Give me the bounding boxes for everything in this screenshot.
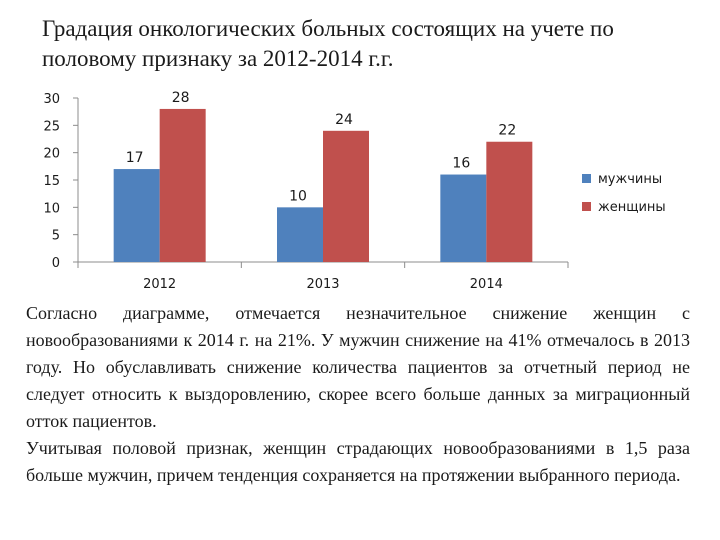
data-label: 17 [126, 150, 144, 166]
x-tick-label: 2013 [306, 277, 339, 292]
legend-swatch [582, 174, 591, 183]
legend-swatch [582, 202, 591, 211]
description-text: Согласно диаграмме, отмечается незначите… [26, 300, 690, 489]
bar [323, 130, 369, 262]
y-tick-label: 10 [43, 201, 60, 216]
paragraph-1: Согласно диаграмме, отмечается незначите… [26, 303, 690, 431]
x-tick-label: 2012 [143, 277, 176, 292]
paragraph-2: Учитывая половой признак, женщин страдаю… [26, 438, 690, 485]
y-tick-label: 15 [43, 174, 60, 189]
x-tick-label: 2014 [470, 277, 503, 292]
page-title: Градация онкологических больных состоящи… [42, 16, 614, 71]
legend-label: мужчины [598, 172, 662, 187]
bar [486, 141, 533, 262]
data-label: 28 [172, 90, 190, 106]
data-label: 22 [498, 123, 516, 139]
data-label: 16 [452, 156, 470, 172]
y-tick-label: 5 [52, 229, 60, 244]
data-label: 10 [289, 188, 307, 204]
y-tick-label: 25 [43, 119, 60, 134]
bar [277, 207, 323, 262]
y-tick-label: 20 [43, 147, 60, 162]
legend-label: женщины [598, 200, 666, 215]
y-tick-label: 30 [43, 92, 60, 107]
y-tick-label: 0 [52, 256, 60, 271]
bar [159, 108, 206, 262]
bar [440, 174, 487, 262]
bar [113, 169, 160, 262]
bar-chart: 0 5 10 15 20 25 30 2012 17 28 2013 10 24 2014 16 22 мужч… [43, 90, 666, 292]
data-label: 24 [335, 112, 353, 128]
